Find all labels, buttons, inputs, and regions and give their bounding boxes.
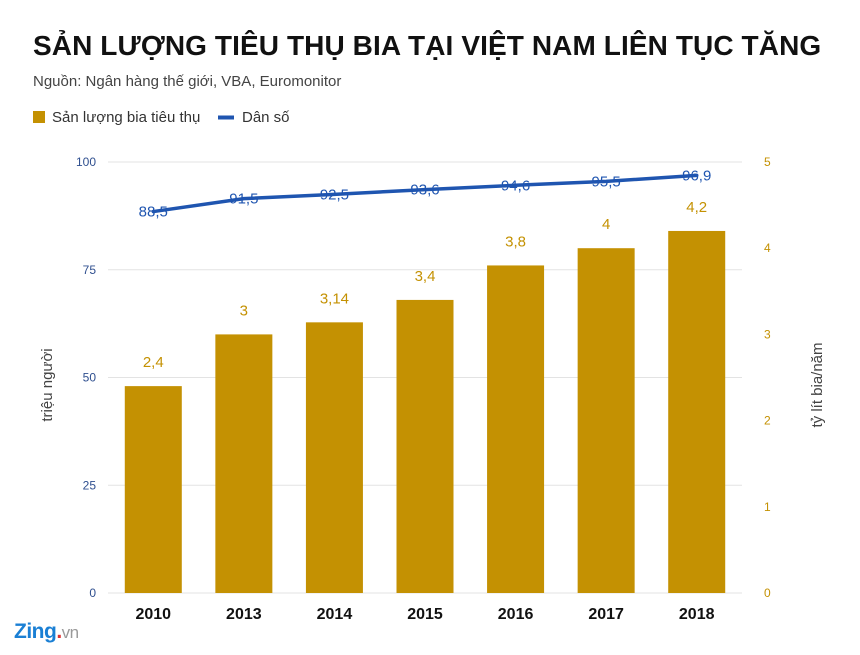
y-axis-title: triệu người [39, 348, 56, 421]
bar-value-label: 4 [602, 216, 610, 233]
y2-axis-title: tỷ lít bia/năm [809, 342, 826, 427]
right-tick-label: 2 [764, 414, 771, 428]
x-axis-ticks: 2010 2013 2014 2015 2016 2017 2018 [135, 606, 714, 623]
bar [396, 299, 454, 593]
x-tick-label: 2017 [588, 606, 624, 623]
left-tick-label: 100 [76, 155, 96, 169]
x-tick-label: 2014 [317, 606, 353, 623]
bar-value-label: 3,8 [505, 233, 526, 250]
legend-bar-swatch [33, 111, 45, 123]
bar-series [124, 230, 726, 593]
line-value-label: 94,6 [501, 177, 530, 194]
population-line [151, 173, 699, 214]
bar-value-label: 3,4 [415, 268, 436, 285]
left-tick-label: 50 [83, 371, 97, 385]
bar-value-label: 2,4 [143, 354, 164, 371]
line-value-label: 96,9 [682, 167, 711, 184]
x-tick-label: 2010 [135, 606, 171, 623]
legend: Sản lượng bia tiêu thụ Dân số [33, 109, 290, 126]
x-tick-label: 2015 [407, 606, 443, 623]
x-tick-label: 2018 [679, 606, 715, 623]
bar [305, 322, 363, 593]
chart-title: SẢN LƯỢNG TIÊU THỤ BIA TẠI VIỆT NAM LIÊN… [33, 30, 822, 61]
x-tick-label: 2016 [498, 606, 534, 623]
x-tick-label: 2013 [226, 606, 262, 623]
line-value-label: 91,5 [229, 191, 258, 208]
right-tick-label: 4 [764, 241, 771, 255]
line-value-label: 95,5 [592, 173, 621, 190]
zing-logo: Zing.vn [14, 620, 79, 643]
right-tick-label: 3 [764, 327, 771, 341]
line-series: 88,5 91,5 92,5 93,6 94,6 95,5 96,9 [139, 167, 712, 220]
left-axis-ticks: 0 25 50 75 100 [76, 155, 96, 600]
left-tick-label: 75 [83, 263, 97, 277]
bar [124, 386, 182, 593]
legend-bar-label: Sản lượng bia tiêu thụ [52, 109, 200, 126]
bar-value-label: 3 [240, 302, 248, 319]
right-tick-label: 0 [764, 586, 771, 600]
bar [577, 248, 635, 593]
chart-subtitle: Nguồn: Ngân hàng thế giới, VBA, Euromoni… [33, 73, 342, 90]
bar-value-label: 4,2 [686, 199, 707, 216]
line-value-label: 93,6 [410, 182, 439, 199]
right-tick-label: 5 [764, 155, 771, 169]
bar [487, 265, 545, 593]
left-tick-label: 25 [83, 478, 97, 492]
right-tick-label: 1 [764, 500, 771, 514]
bar [215, 334, 273, 593]
left-tick-label: 0 [89, 586, 96, 600]
legend-line-label: Dân số [242, 109, 290, 126]
bar-value-label: 3,14 [320, 290, 349, 307]
right-axis-ticks: 0 1 2 3 4 5 [764, 155, 771, 600]
line-value-label: 88,5 [139, 204, 168, 221]
bar-data-labels: 2,4 3 3,14 3,4 3,8 4 4,2 [143, 199, 707, 371]
bar [668, 230, 726, 593]
line-value-label: 92,5 [320, 186, 349, 203]
